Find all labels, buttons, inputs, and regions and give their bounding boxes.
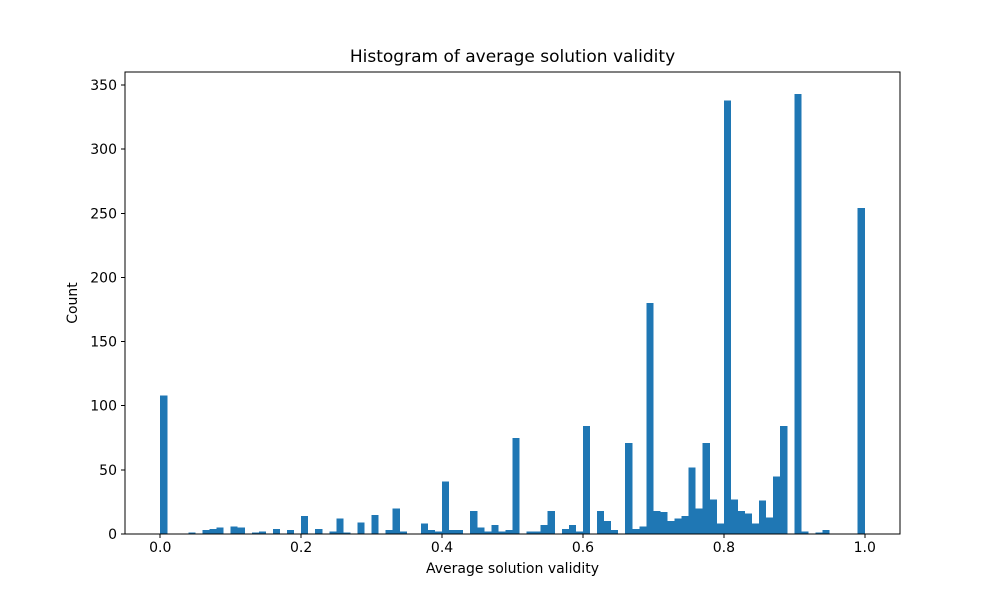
histogram-bar	[660, 512, 668, 534]
histogram-bar	[202, 530, 210, 534]
x-tick-label: 0.2	[290, 540, 312, 556]
histogram-bar	[709, 499, 717, 534]
histogram-bar	[336, 518, 344, 534]
histogram-bar	[653, 510, 661, 534]
y-tick-label: 150	[90, 335, 117, 351]
histogram-bar	[371, 514, 379, 534]
histogram-bar	[681, 516, 689, 534]
histogram-bar	[526, 531, 534, 534]
histogram-bar	[625, 442, 633, 534]
histogram-bar	[385, 530, 393, 534]
chart-title: Histogram of average solution validity	[349, 47, 676, 67]
histogram-bar	[815, 532, 823, 534]
histogram-bar	[272, 528, 280, 534]
histogram-bar	[343, 532, 351, 534]
histogram-bar	[470, 510, 478, 534]
histogram-bar	[857, 208, 865, 535]
x-tick-label: 0.8	[713, 540, 735, 556]
histogram-bar	[251, 532, 259, 534]
histogram-bar	[533, 531, 541, 534]
y-tick-label: 0	[108, 527, 117, 543]
histogram-bar	[822, 530, 830, 534]
histogram-bar	[477, 527, 485, 534]
histogram-bar	[315, 528, 323, 534]
histogram-bar	[427, 530, 435, 534]
histogram-bar	[547, 510, 555, 534]
histogram-bar	[716, 523, 724, 534]
y-tick-label: 50	[99, 463, 117, 479]
histogram-bar	[505, 530, 513, 534]
x-tick-label: 0.6	[572, 540, 594, 556]
histogram-bar	[794, 94, 802, 534]
histogram-bar	[752, 523, 760, 534]
histogram-bar	[766, 517, 774, 534]
histogram-bar	[667, 521, 675, 534]
histogram-bar	[301, 516, 309, 534]
histogram-bar	[442, 481, 450, 534]
x-axis-label: Average solution validity	[425, 561, 600, 577]
histogram-bar	[435, 531, 443, 534]
histogram-bar	[773, 476, 781, 534]
histogram-bar	[702, 442, 710, 534]
histogram-bar	[449, 530, 457, 534]
histogram-bar	[420, 523, 428, 534]
histogram-bar	[674, 518, 682, 534]
histogram-bar	[575, 531, 583, 534]
histogram-bar	[216, 527, 224, 534]
histogram-bar	[604, 521, 612, 534]
histogram-bar	[209, 528, 217, 534]
y-tick-label: 350	[90, 78, 117, 94]
histogram-bar	[723, 100, 731, 534]
histogram-bar	[399, 531, 407, 534]
histogram-bar	[632, 528, 640, 534]
histogram-bar	[611, 530, 619, 534]
histogram-bar	[258, 531, 266, 534]
histogram-bar	[237, 527, 245, 534]
histogram-bar	[801, 531, 809, 534]
histogram-bar	[540, 525, 548, 534]
y-axis-label: Count	[65, 282, 81, 324]
y-tick-label: 200	[90, 270, 117, 286]
histogram-bar	[639, 526, 647, 534]
histogram-bar	[561, 528, 569, 534]
histogram-bar	[745, 513, 753, 534]
histogram-bar	[357, 522, 365, 534]
x-tick-label: 1.0	[854, 540, 876, 556]
histogram-bar	[597, 510, 605, 534]
histogram-bar	[498, 531, 506, 534]
histogram-bar	[160, 395, 168, 534]
histogram-bar	[695, 508, 703, 534]
histogram-bar	[759, 500, 767, 534]
x-tick-label: 0.4	[431, 540, 453, 556]
histogram-bar	[329, 531, 337, 534]
histogram-bar	[392, 508, 400, 534]
histogram-bar	[568, 525, 576, 534]
histogram-bar	[730, 499, 738, 534]
histogram-bar	[230, 526, 238, 534]
y-tick-label: 300	[90, 142, 117, 158]
histogram-bar	[491, 525, 499, 534]
x-tick-label: 0.0	[149, 540, 171, 556]
y-tick-label: 250	[90, 206, 117, 222]
axes-spines	[124, 71, 901, 535]
y-tick-label: 100	[90, 399, 117, 415]
histogram-bar	[484, 531, 492, 534]
histogram-bar	[456, 530, 464, 534]
histogram-bar	[287, 530, 295, 534]
histogram-bar	[646, 303, 654, 534]
histogram-bar	[188, 532, 196, 534]
histogram-bar	[688, 467, 696, 534]
histogram-bar	[737, 510, 745, 534]
histogram-bar	[582, 426, 590, 534]
histogram-bar	[780, 426, 788, 534]
histogram-bar	[512, 437, 520, 534]
